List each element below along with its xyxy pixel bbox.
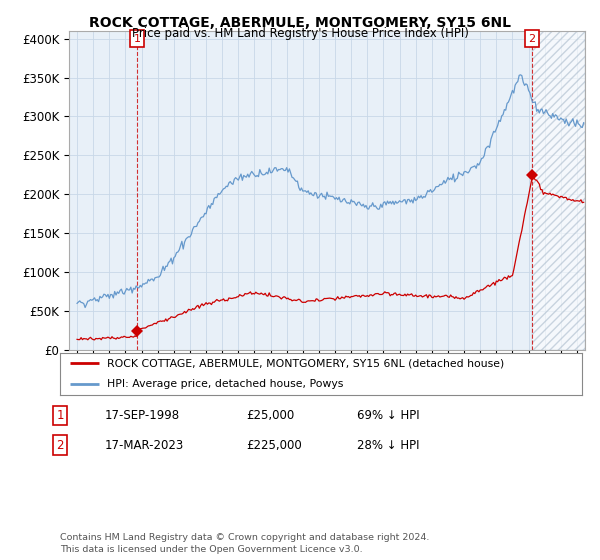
Text: 17-MAR-2023: 17-MAR-2023 <box>105 438 184 452</box>
Text: HPI: Average price, detached house, Powys: HPI: Average price, detached house, Powy… <box>107 379 343 389</box>
Text: £225,000: £225,000 <box>246 438 302 452</box>
Text: Price paid vs. HM Land Registry's House Price Index (HPI): Price paid vs. HM Land Registry's House … <box>131 27 469 40</box>
Text: 2: 2 <box>529 34 536 44</box>
Text: ROCK COTTAGE, ABERMULE, MONTGOMERY, SY15 6NL (detached house): ROCK COTTAGE, ABERMULE, MONTGOMERY, SY15… <box>107 358 504 368</box>
Text: Contains HM Land Registry data © Crown copyright and database right 2024.
This d: Contains HM Land Registry data © Crown c… <box>60 533 430 554</box>
Text: 28% ↓ HPI: 28% ↓ HPI <box>357 438 419 452</box>
Text: 1: 1 <box>133 34 140 44</box>
Text: 1: 1 <box>56 409 64 422</box>
Text: £25,000: £25,000 <box>246 409 294 422</box>
Text: 69% ↓ HPI: 69% ↓ HPI <box>357 409 419 422</box>
Text: 17-SEP-1998: 17-SEP-1998 <box>105 409 180 422</box>
Text: 2: 2 <box>56 438 64 452</box>
Text: ROCK COTTAGE, ABERMULE, MONTGOMERY, SY15 6NL: ROCK COTTAGE, ABERMULE, MONTGOMERY, SY15… <box>89 16 511 30</box>
